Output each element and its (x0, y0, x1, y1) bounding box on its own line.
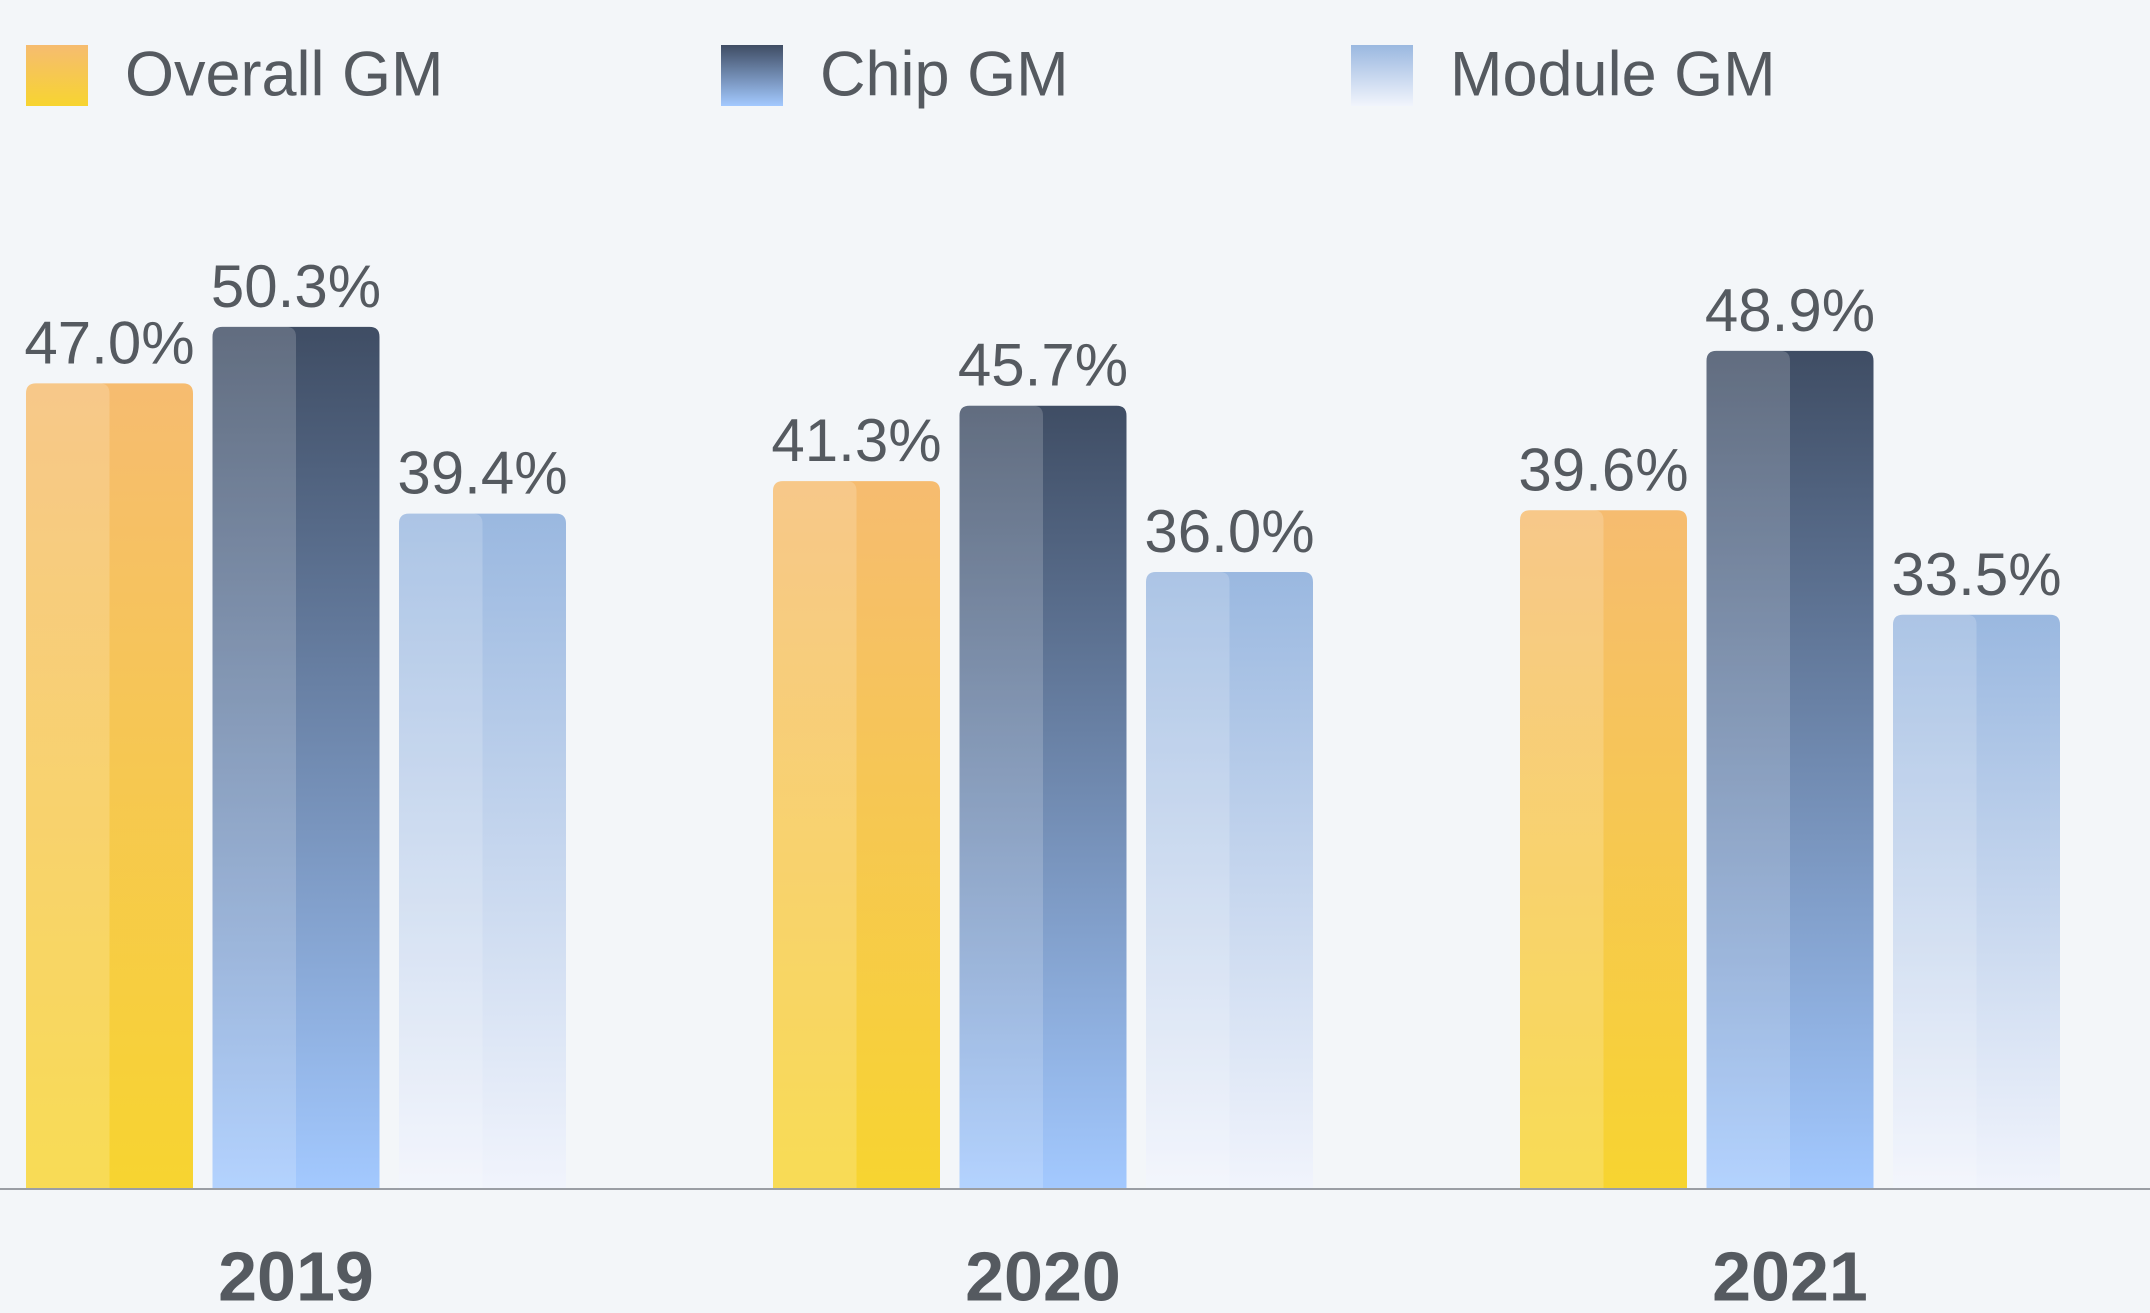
legend-swatch (1351, 45, 1413, 106)
value-label: 47.0% (24, 309, 194, 376)
bar-highlight (399, 513, 483, 1189)
bar-highlight (959, 405, 1043, 1189)
legend-label: Overall GM (125, 40, 444, 110)
bar-highlight (212, 326, 296, 1189)
bar (1893, 614, 2060, 1189)
legend-label: Module GM (1450, 40, 1776, 110)
legend-label: Chip GM (820, 40, 1069, 110)
bar (1146, 571, 1313, 1189)
bar-highlight (1146, 571, 1230, 1189)
value-label: 48.9% (1705, 277, 1875, 344)
bar-highlight (773, 481, 857, 1189)
bar-highlight (1706, 350, 1790, 1189)
bar-highlight (26, 383, 110, 1189)
value-label: 39.4% (397, 440, 567, 507)
value-label: 50.3% (211, 253, 381, 320)
bar (212, 326, 380, 1189)
bar (773, 481, 940, 1189)
value-label: 33.5% (1891, 541, 2061, 608)
bar (26, 383, 193, 1189)
x-tick-label: 2020 (965, 1237, 1121, 1313)
value-label: 45.7% (958, 332, 1128, 399)
value-label: 36.0% (1144, 498, 1314, 565)
value-label: 41.3% (771, 407, 941, 474)
bar (959, 405, 1127, 1189)
x-tick-label: 2019 (218, 1237, 374, 1313)
legend-swatch (26, 45, 88, 106)
legend-swatch (721, 45, 783, 106)
bar-highlight (1520, 510, 1604, 1190)
value-label: 39.6% (1518, 436, 1688, 503)
bar (1520, 510, 1687, 1190)
bar-highlight (1893, 614, 1977, 1189)
bar (1706, 350, 1874, 1189)
x-tick-label: 2021 (1712, 1237, 1868, 1313)
bar (399, 513, 566, 1189)
